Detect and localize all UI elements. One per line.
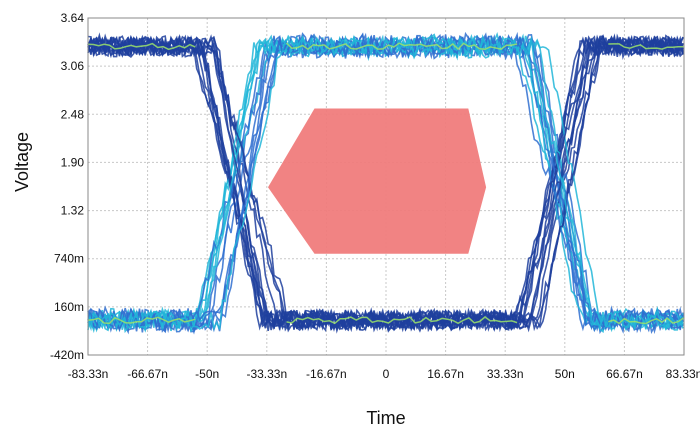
- x-tick-label: -50n: [195, 367, 219, 381]
- y-tick-label: -420m: [50, 348, 84, 362]
- trace-line: [87, 34, 684, 334]
- x-tick-label: -16.67n: [306, 367, 347, 381]
- y-tick-label: 1.32: [61, 204, 85, 218]
- eye-mask: [268, 108, 487, 254]
- y-tick-label: 3.64: [61, 11, 85, 25]
- y-axis-label: Voltage: [12, 132, 32, 192]
- y-tick-label: 160m: [54, 300, 84, 314]
- y-tick-label: 740m: [54, 252, 84, 266]
- trace-highlight: [608, 43, 684, 50]
- trace-highlight: [87, 42, 196, 51]
- x-tick-label: 66.67n: [606, 367, 643, 381]
- y-tick-label: 2.48: [61, 107, 85, 121]
- trace-highlight: [87, 316, 196, 325]
- x-tick-label: 16.67n: [427, 367, 464, 381]
- plot-frame: [87, 17, 685, 356]
- trace-line: [87, 35, 684, 332]
- x-tick-label: -66.67n: [127, 367, 168, 381]
- x-tick-label: -33.33n: [246, 367, 287, 381]
- x-tick-label: 83.33n: [666, 367, 700, 381]
- y-tick-label: 3.06: [61, 59, 85, 73]
- trace-highlight: [608, 317, 684, 325]
- trace-highlight: [286, 316, 518, 325]
- y-tick-label: 1.90: [61, 155, 85, 169]
- x-tick-label: 0: [383, 367, 390, 381]
- x-tick-label: 33.33n: [487, 367, 524, 381]
- trace-highlight: [285, 42, 518, 51]
- x-axis-label: Time: [366, 408, 405, 428]
- traces: [87, 31, 684, 335]
- x-tick-labels: -83.33n -66.67n -50n -33.33n -16.67n 0 16.67n 3…: [68, 367, 700, 381]
- x-tick-label: 50n: [555, 367, 575, 381]
- y-tick-labels: 3.64 3.06 2.48 1.90 1.32 740m 160m -420m: [50, 11, 84, 362]
- x-tick-label: -83.33n: [68, 367, 109, 381]
